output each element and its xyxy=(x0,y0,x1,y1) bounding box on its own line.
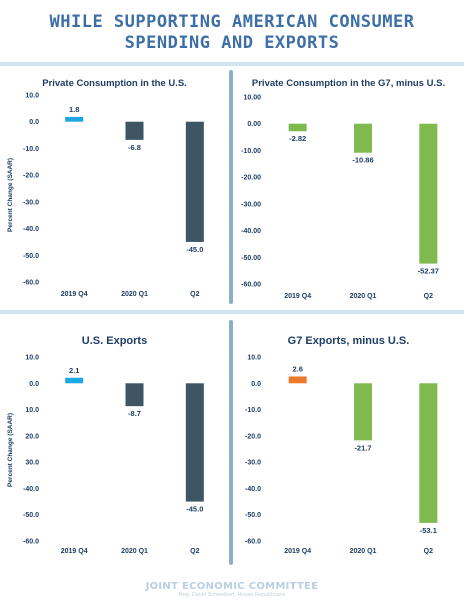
y-tick-label: -10.0 xyxy=(245,407,261,414)
category-label: Q2 xyxy=(190,548,199,555)
y-tick-label: 10.0 xyxy=(247,355,261,362)
y-tick-label: -60.00 xyxy=(241,282,261,289)
y-tick-label: 30.0 xyxy=(25,460,39,467)
y-tick-label: 0.0 xyxy=(251,381,261,388)
category-label: 2019 Q4 xyxy=(61,291,88,298)
value-label: -2.82 xyxy=(289,134,306,143)
value-label: 2.6 xyxy=(292,364,302,373)
y-tick-label: -60.0 xyxy=(23,539,39,546)
y-tick-label: -40.0 xyxy=(23,226,39,233)
chart-svg: 10.00 0.00 -10.00 -20.00 -30.00 -40.00 -50.00 -… xyxy=(241,95,439,301)
category-label: 2020 Q1 xyxy=(350,548,377,555)
chart-panel-us-consumption: Private Consumption in the U.S. 10.0 0.0 -… xyxy=(0,70,229,304)
chart-panel-g7-consumption: Private Consumption in the G7, minus U.S… xyxy=(233,70,464,304)
value-label: -45.0 xyxy=(186,505,203,514)
value-label: -45.0 xyxy=(186,245,203,254)
category-label: 2019 Q4 xyxy=(284,548,311,555)
y-tick-label: -20.00 xyxy=(241,175,261,182)
y-axis-label: Percent Change (SAAR) xyxy=(7,413,14,487)
y-tick-label: 10.0 xyxy=(25,407,39,414)
bar xyxy=(419,123,438,264)
chart-svg: 10.0 0.0 10.0 20.0 30.0 -40.0 -50.0 -60.0 Percen… xyxy=(7,355,204,555)
category-label: 2020 Q1 xyxy=(350,293,377,300)
bar xyxy=(354,123,372,153)
y-tick-label: -50.00 xyxy=(241,255,261,262)
value-label: -6.8 xyxy=(128,143,141,152)
y-tick-label: -30.0 xyxy=(245,460,261,467)
category-label: 2020 Q1 xyxy=(121,548,148,555)
page-title: WHILE SUPPORTING AMERICAN CONSUMER SPEND… xyxy=(0,12,464,54)
value-label: -53.1 xyxy=(420,526,437,535)
chart-svg: 10.0 0.0 -10.0 -20.0 -30.0 -40.0 -50.0 -60.0 Per… xyxy=(7,93,204,298)
y-tick-label: -50.0 xyxy=(245,512,261,519)
bar xyxy=(125,121,144,140)
bar xyxy=(185,121,204,242)
category-label: 2019 Q4 xyxy=(284,293,311,300)
category-label: 2019 Q4 xyxy=(61,548,88,555)
page-title-line2: SPENDING AND EXPORTS xyxy=(124,33,340,53)
y-axis-label: Percent Change (SAAR) xyxy=(7,158,14,232)
value-label: 1.8 xyxy=(69,105,79,114)
y-tick-label: -30.00 xyxy=(241,201,261,208)
y-tick-label: -50.0 xyxy=(23,253,39,260)
value-label: 2.1 xyxy=(69,366,79,375)
bar xyxy=(419,383,438,523)
chart-panel-us-exports: U.S. Exports 10.0 0.0 10.0 20.0 30.0 -40.0 -50… xyxy=(0,320,229,565)
bar xyxy=(125,383,144,407)
y-tick-label: -40.0 xyxy=(23,486,39,493)
value-label: -21.7 xyxy=(354,443,371,452)
footer-sub: Rep. David Schweikert, House Republicans xyxy=(178,592,286,598)
chart-panel-g7-exports: G7 Exports, minus U.S. 10.0 0.0 -10.0 -20.0… xyxy=(233,320,464,565)
y-tick-label: -60.0 xyxy=(23,280,39,287)
middle-band xyxy=(0,310,464,314)
y-tick-label: -20.0 xyxy=(23,173,39,180)
y-tick-label: -20.0 xyxy=(245,433,261,440)
chart-title: Private Consumption in the G7, minus U.S… xyxy=(251,78,446,89)
footer-org: JOINT ECONOMIC COMMITTEE xyxy=(145,581,319,592)
bar xyxy=(288,123,307,132)
category-label: 2020 Q1 xyxy=(121,291,148,298)
value-label: -10.86 xyxy=(352,156,373,165)
y-tick-label: -40.0 xyxy=(245,486,261,493)
bar xyxy=(65,116,84,122)
value-label: -52.37 xyxy=(418,267,439,276)
y-tick-label: 0.0 xyxy=(29,119,39,126)
category-label: Q2 xyxy=(424,293,433,300)
category-label: Q2 xyxy=(424,548,433,555)
y-tick-label: -50.0 xyxy=(23,512,39,519)
y-tick-label: -10.0 xyxy=(23,146,39,153)
top-band xyxy=(0,62,464,66)
y-tick-label: -40.00 xyxy=(241,228,261,235)
y-tick-label: 0.00 xyxy=(247,121,261,128)
bar xyxy=(65,377,84,384)
page-title-line1: WHILE SUPPORTING AMERICAN CONSUMER xyxy=(49,12,415,32)
top-divider xyxy=(229,70,233,304)
category-label: Q2 xyxy=(190,291,199,298)
y-tick-label: -10.00 xyxy=(241,148,261,155)
chart-title: Private Consumption in the U.S. xyxy=(42,78,187,89)
y-tick-label: 10.00 xyxy=(243,95,261,102)
bottom-divider xyxy=(229,320,233,565)
bar xyxy=(288,376,307,384)
y-tick-label: 10.0 xyxy=(25,355,39,362)
chart-title: G7 Exports, minus U.S. xyxy=(287,335,410,347)
footer: JOINT ECONOMIC COMMITTEE Rep. David Schw… xyxy=(0,581,464,598)
bar xyxy=(185,383,204,502)
y-tick-label: 10.0 xyxy=(25,93,39,100)
bar xyxy=(354,383,372,441)
chart-svg: 10.0 0.0 -10.0 -20.0 -30.0 -40.0 -50.0 -60.0 2.6… xyxy=(245,355,438,555)
y-tick-label: 0.0 xyxy=(29,381,39,388)
y-tick-label: -60.0 xyxy=(245,539,261,546)
value-label: -8.7 xyxy=(128,409,141,418)
y-tick-label: 20.0 xyxy=(25,433,39,440)
y-tick-label: -30.0 xyxy=(23,199,39,206)
chart-title: U.S. Exports xyxy=(81,335,148,347)
